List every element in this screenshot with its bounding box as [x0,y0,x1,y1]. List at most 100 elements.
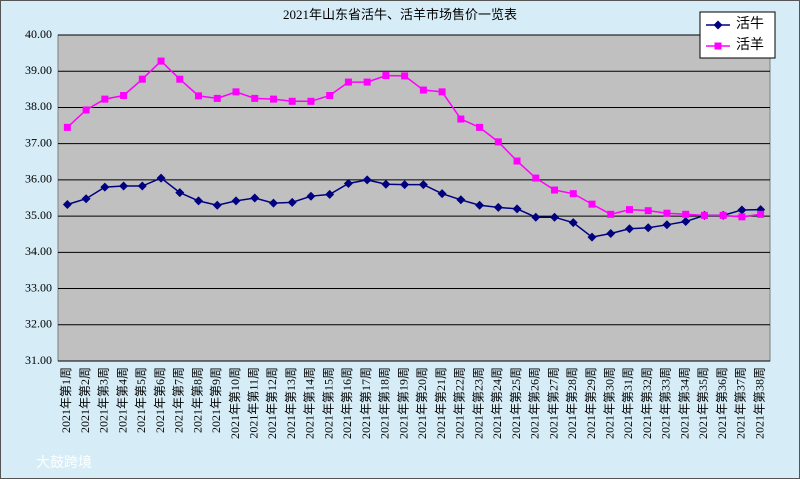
marker [100,182,110,192]
marker [700,211,708,219]
marker [757,210,765,218]
marker [624,224,634,234]
x-tick-label: 2021年第7周 [172,367,186,433]
x-tick-label: 2021年第23周 [471,367,485,439]
marker [714,42,722,50]
x-tick-label: 2021年第19周 [396,367,410,439]
marker [251,94,259,102]
x-tick-label: 2021年第33周 [659,367,673,439]
marker [212,200,222,210]
marker [343,179,353,189]
marker [681,217,691,227]
marker [382,72,390,80]
marker [138,75,146,83]
x-tick-label: 2021年第16周 [340,367,354,439]
x-tick-label: 2021年第38周 [752,367,766,439]
x-tick-label: 2021年第32周 [640,367,654,439]
marker [101,95,109,103]
marker [120,91,128,99]
x-tick-label: 2021年第29周 [584,367,598,439]
x-tick-label: 2021年第8周 [190,367,204,433]
x-tick-label: 2021年第21周 [434,367,448,439]
marker [344,78,352,86]
marker [269,95,277,103]
marker [137,181,147,191]
x-tick-label: 2021年第18周 [378,367,392,439]
marker [550,212,560,222]
marker [475,200,485,210]
marker [400,180,410,190]
marker [119,181,129,191]
marker [363,78,371,86]
watermark: 大鼓跨境 [36,455,92,471]
marker [231,196,241,206]
x-tick-label: 2021年第17周 [359,367,373,439]
x-tick-label: 2021年第30周 [602,367,616,439]
marker [588,200,596,208]
marker [213,94,221,102]
marker [587,232,597,242]
marker [494,138,502,146]
x-tick-label: 2021年第24周 [490,367,504,439]
marker [569,190,577,198]
x-tick-label: 2021年第2周 [78,367,92,433]
marker [456,195,466,205]
x-tick-label: 2021年第1周 [59,367,73,433]
marker [682,210,690,218]
x-tick-label: 2021年第15周 [321,367,335,439]
marker [157,57,165,65]
x-tick-label: 2021年第10周 [228,367,242,439]
marker [381,179,391,189]
marker [62,200,72,210]
marker [606,228,616,238]
marker [287,197,297,207]
x-tick-label: 2021年第9周 [209,367,223,433]
marker [663,209,671,217]
marker [401,72,409,80]
marker [307,97,315,105]
y-tick-label: 39.00 [25,63,52,77]
marker [607,210,615,218]
marker [437,189,447,199]
x-tick-label: 2021年第34周 [677,367,691,439]
y-tick-label: 37.00 [25,135,52,149]
y-tick-label: 35.00 [25,208,52,222]
marker [438,88,446,96]
legend-box [699,11,776,59]
marker [268,198,278,208]
marker [175,188,185,198]
x-tick-label: 2021年第35周 [696,367,710,439]
marker [362,175,372,185]
marker [288,97,296,105]
marker [493,202,503,212]
x-tick-label: 2021年第28周 [565,367,579,439]
x-tick-label: 2021年第3周 [97,367,111,433]
marker [325,189,335,199]
marker [250,193,260,203]
x-tick-label: 2021年第4周 [115,367,129,433]
y-tick-label: 36.00 [25,172,52,186]
y-tick-label: 32.00 [25,317,52,331]
marker [625,206,633,214]
marker [476,123,484,131]
x-tick-label: 2021年第5周 [134,367,148,433]
marker [719,211,727,219]
marker [643,223,653,233]
marker [662,220,672,230]
marker [738,213,746,221]
chart-title: 2021年山东省活牛、活羊市场售价一览表 [283,7,517,22]
marker [532,174,540,182]
marker [194,196,204,206]
x-tick-label: 2021年第11周 [246,367,260,439]
marker [644,207,652,215]
x-tick-label: 2021年第26周 [528,367,542,439]
x-tick-label: 2021年第25周 [509,367,523,439]
marker [195,92,203,100]
x-tick-label: 2021年第36周 [715,367,729,439]
marker [156,173,166,183]
marker [551,186,559,194]
marker [457,115,465,123]
x-tick-label: 2021年第20周 [415,367,429,439]
legend-label: 活牛 [736,16,764,32]
